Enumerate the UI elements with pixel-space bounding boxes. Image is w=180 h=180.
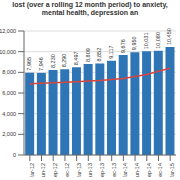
svg-text:8,230: 8,230 bbox=[50, 54, 56, 68]
svg-text:6,000: 6,000 bbox=[8, 90, 16, 96]
svg-text:Mar-13: Mar-13 bbox=[76, 163, 82, 177]
svg-text:Sep-12: Sep-12 bbox=[52, 163, 58, 177]
svg-text:9,117: 9,117 bbox=[108, 45, 114, 58]
svg-text:9,676: 9,676 bbox=[120, 39, 126, 53]
svg-text:12,000: 12,000 bbox=[8, 28, 16, 34]
svg-text:10,031: 10,031 bbox=[143, 33, 149, 50]
svg-text:Jun-14: Jun-14 bbox=[134, 163, 140, 177]
svg-text:2,000: 2,000 bbox=[8, 131, 16, 137]
svg-text:9,950: 9,950 bbox=[131, 36, 137, 50]
svg-text:8,809: 8,809 bbox=[85, 48, 91, 62]
svg-text:Dec-13: Dec-13 bbox=[111, 163, 117, 177]
svg-text:10,080: 10,080 bbox=[155, 32, 161, 49]
svg-text:Sep-14: Sep-14 bbox=[146, 163, 152, 177]
svg-text:Mar-15: Mar-15 bbox=[169, 163, 172, 177]
svg-text:10,000: 10,000 bbox=[8, 49, 16, 55]
svg-text:Dec-14: Dec-14 bbox=[157, 163, 163, 177]
svg-text:Jun-12: Jun-12 bbox=[40, 163, 46, 177]
svg-text:Jun-13: Jun-13 bbox=[87, 163, 93, 177]
svg-text:0: 0 bbox=[13, 152, 16, 158]
svg-text:4,000: 4,000 bbox=[8, 111, 16, 117]
svg-text:Sep-13: Sep-13 bbox=[99, 163, 105, 177]
svg-text:7,965: 7,965 bbox=[26, 57, 32, 71]
html-text:lost (over a rolling 12 month: lost (over a rolling 12 month period) to… bbox=[12, 1, 168, 16]
svg-text:10,450: 10,450 bbox=[166, 28, 172, 45]
svg-text:Mar-12: Mar-12 bbox=[29, 163, 35, 177]
svg-text:8,497: 8,497 bbox=[73, 51, 79, 65]
svg-text:Dec-12: Dec-12 bbox=[64, 163, 70, 177]
svg-text:8,000: 8,000 bbox=[8, 69, 16, 75]
svg-text:7,946: 7,946 bbox=[38, 57, 44, 71]
svg-text:8,852: 8,852 bbox=[96, 48, 102, 62]
svg-text:Mar-14: Mar-14 bbox=[122, 163, 128, 177]
svg-text:8,290: 8,290 bbox=[61, 54, 67, 68]
